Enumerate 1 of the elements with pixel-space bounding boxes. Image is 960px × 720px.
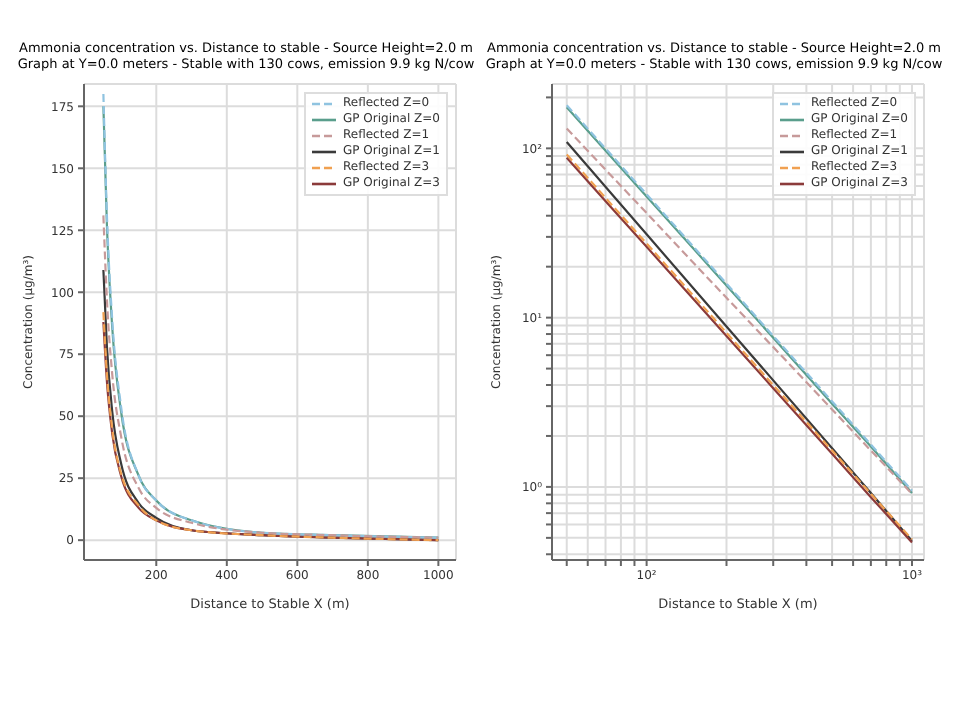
line-series: [102, 214, 440, 539]
